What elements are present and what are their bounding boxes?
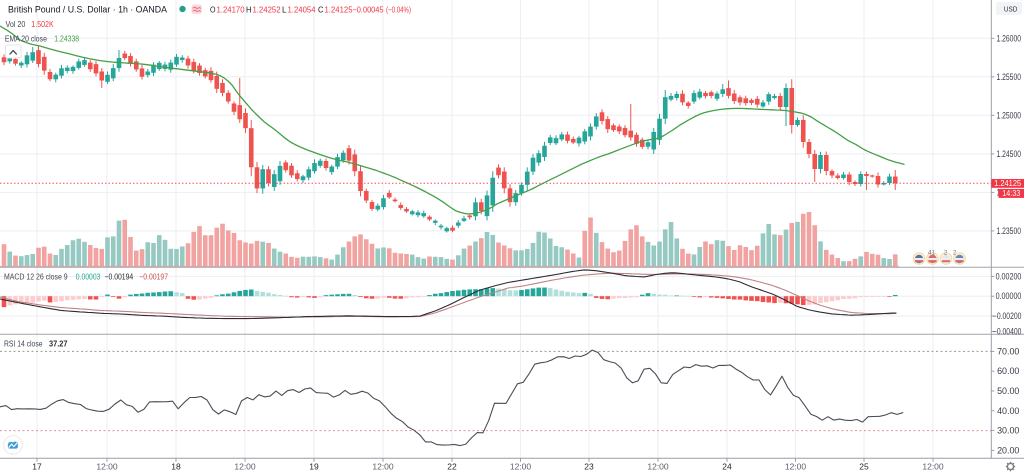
svg-text:23: 23 xyxy=(584,462,594,472)
svg-text:12:00: 12:00 xyxy=(234,462,256,472)
svg-text:25: 25 xyxy=(859,462,869,472)
svg-text:1.25000: 1.25000 xyxy=(997,110,1022,120)
svg-text:30.00: 30.00 xyxy=(997,426,1019,436)
svg-text:1.502K: 1.502K xyxy=(31,20,54,29)
svg-text:70.00: 70.00 xyxy=(997,346,1019,356)
svg-text:L: L xyxy=(282,6,287,15)
svg-text:1.24500: 1.24500 xyxy=(997,149,1022,159)
svg-text:18: 18 xyxy=(171,462,181,472)
svg-text:1.24125: 1.24125 xyxy=(325,6,354,15)
svg-text:1.24338: 1.24338 xyxy=(54,35,79,44)
svg-text:2: 2 xyxy=(944,251,948,257)
svg-text:C: C xyxy=(318,6,324,15)
svg-text:40.00: 40.00 xyxy=(997,406,1019,416)
svg-text:12:00: 12:00 xyxy=(510,462,532,472)
svg-text:−0.00200: −0.00200 xyxy=(993,311,1022,321)
svg-text:60.00: 60.00 xyxy=(997,366,1019,376)
svg-text:1.24170: 1.24170 xyxy=(217,6,246,15)
svg-text:12:00: 12:00 xyxy=(96,462,118,472)
svg-text:O: O xyxy=(210,6,216,15)
svg-text:24: 24 xyxy=(722,462,732,472)
svg-text:0.00003: 0.00003 xyxy=(76,273,101,282)
svg-text:H: H xyxy=(246,6,252,15)
svg-text:1.24125: 1.24125 xyxy=(994,179,1022,188)
svg-text:1.24054: 1.24054 xyxy=(288,6,317,15)
svg-text:17: 17 xyxy=(32,462,42,472)
svg-text:−0.00045: −0.00045 xyxy=(353,6,385,15)
svg-text:22: 22 xyxy=(447,462,457,472)
svg-text:British Pound / U.S. Dollar ·: British Pound / U.S. Dollar · 1h · OANDA xyxy=(8,5,167,15)
svg-text:USD: USD xyxy=(1004,5,1018,14)
svg-text:1.24252: 1.24252 xyxy=(253,6,282,15)
svg-text:−0.00194: −0.00194 xyxy=(105,273,134,282)
svg-text:EMA 20 close: EMA 20 close xyxy=(5,35,47,44)
svg-text:MACD 12 26 close 9: MACD 12 26 close 9 xyxy=(4,273,68,282)
svg-text:14:33: 14:33 xyxy=(1002,189,1020,198)
svg-text:1.23500: 1.23500 xyxy=(997,226,1022,236)
svg-text:37.27: 37.27 xyxy=(49,340,68,349)
svg-text:12:00: 12:00 xyxy=(922,462,944,472)
svg-text:−0.00400: −0.00400 xyxy=(993,327,1022,337)
svg-text:Vol 20: Vol 20 xyxy=(6,20,26,29)
svg-text:2: 2 xyxy=(953,251,957,257)
svg-text:1.26000: 1.26000 xyxy=(997,33,1022,43)
svg-text:12:00: 12:00 xyxy=(372,462,394,472)
svg-text:20.00: 20.00 xyxy=(997,445,1019,455)
svg-text:0.00200: 0.00200 xyxy=(996,271,1022,281)
svg-text:12:00: 12:00 xyxy=(785,462,807,472)
svg-text:(−0.04%): (−0.04%) xyxy=(386,6,411,15)
svg-text:−0.00197: −0.00197 xyxy=(139,273,168,282)
svg-text:19: 19 xyxy=(309,462,319,472)
svg-text:RSI 14 close: RSI 14 close xyxy=(4,340,43,349)
svg-text:50.00: 50.00 xyxy=(997,386,1019,396)
svg-text:0.00000: 0.00000 xyxy=(996,291,1022,301)
svg-text:12:00: 12:00 xyxy=(647,462,669,472)
svg-text:41: 41 xyxy=(928,251,936,257)
svg-text:1.25500: 1.25500 xyxy=(997,72,1022,82)
